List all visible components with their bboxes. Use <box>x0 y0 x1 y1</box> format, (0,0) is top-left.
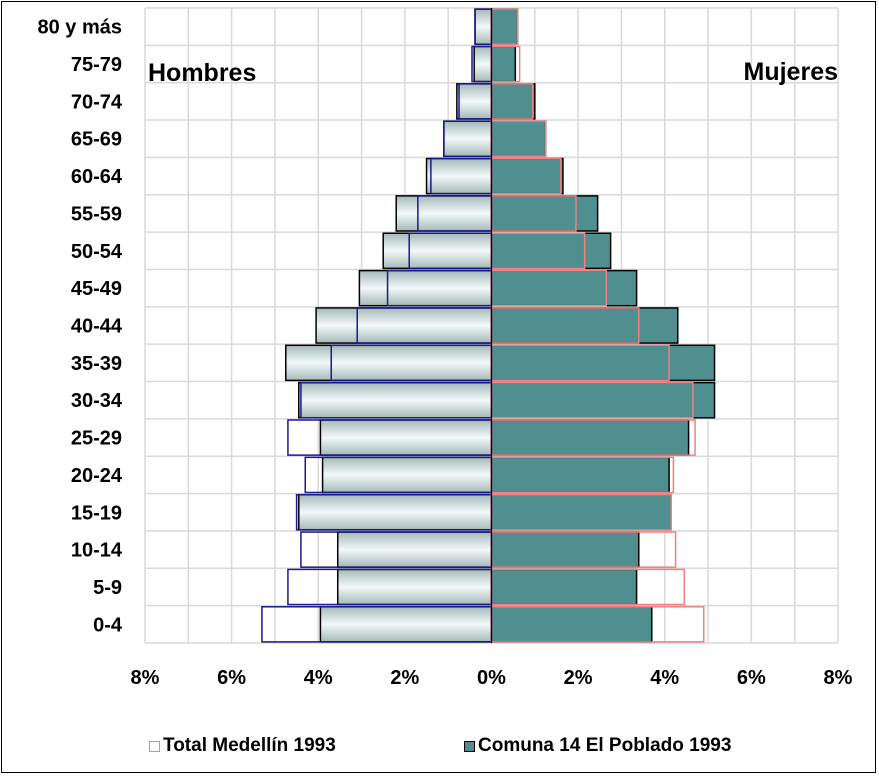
x-tick-label: 2% <box>564 667 593 689</box>
poblado-women-bar <box>490 307 679 344</box>
poblado-women-bar <box>490 120 547 158</box>
poblado-men-bar <box>319 419 493 456</box>
poblado-men-bar <box>473 45 493 83</box>
poblado-men-bar <box>336 568 493 606</box>
hombres-label: Hombres <box>148 59 256 87</box>
poblado-men-bar <box>319 606 493 643</box>
poblado-women-bar <box>490 419 690 456</box>
poblado-men-bar <box>382 232 493 270</box>
poblado-women-bar <box>490 493 672 531</box>
poblado-women-bar <box>490 269 638 307</box>
category-label: 0-4 <box>93 614 123 636</box>
x-tick-label: 4% <box>650 667 679 689</box>
legend-label-poblado: Comuna 14 El Poblado 1993 <box>478 735 732 756</box>
legend-item-medellin: Total Medellín 1993 <box>149 735 336 757</box>
poblado-women-bar <box>490 8 519 45</box>
x-tick-label: 0% <box>477 667 506 689</box>
poblado-men-bar <box>358 269 493 307</box>
poblado-men-bar <box>298 493 493 531</box>
x-tick-label: 4% <box>304 667 333 689</box>
bars <box>261 8 716 643</box>
legend-item-poblado: Comuna 14 El Poblado 1993 <box>464 735 731 757</box>
mujeres-label: Mujeres <box>744 58 838 86</box>
poblado-men-bar <box>456 83 493 120</box>
x-tick-label: 8% <box>131 667 160 689</box>
poblado-women-bar <box>490 195 599 232</box>
poblado-men-bar <box>285 344 493 382</box>
category-label: 65-69 <box>71 129 122 151</box>
x-tick-label: 6% <box>737 667 766 689</box>
category-label: 10-14 <box>71 540 123 562</box>
category-label: 55-59 <box>71 203 122 225</box>
category-label: 50-54 <box>71 241 123 263</box>
poblado-women-bar <box>490 456 670 494</box>
category-label: 5-9 <box>93 577 122 599</box>
poblado-women-bar <box>490 568 638 606</box>
legend-swatch-poblado <box>464 740 475 752</box>
legend-swatch-medellin <box>149 740 160 752</box>
legend: Total Medellín 1993 Comuna 14 El Poblado… <box>0 735 879 759</box>
category-label: 45-49 <box>71 278 122 300</box>
category-label: 60-64 <box>71 166 123 188</box>
poblado-men-bar <box>321 456 493 494</box>
category-label: 35-39 <box>71 353 122 375</box>
poblado-women-bar <box>490 381 716 419</box>
poblado-men-bar <box>395 195 493 232</box>
category-label: 70-74 <box>71 91 123 113</box>
x-tick-labels: 8% 6% 4% 2% 0% 2% 4% 6% 8% <box>131 667 853 689</box>
poblado-women-bar <box>490 606 653 643</box>
poblado-women-bar <box>490 45 517 83</box>
category-labels: 0-4 5-9 10-14 15-19 20-24 25-29 30-34 35-39 40-4… <box>37 17 122 637</box>
poblado-men-bar <box>443 120 493 158</box>
x-tick-label: 2% <box>390 667 419 689</box>
category-label: 80 y más <box>37 17 122 39</box>
poblado-women-bar <box>490 232 612 270</box>
poblado-men-bar <box>315 307 493 344</box>
poblado-men-bar <box>474 8 493 45</box>
poblado-women-bar <box>490 157 564 195</box>
poblado-men-bar <box>336 531 493 568</box>
category-label: 30-34 <box>71 390 123 412</box>
category-label: 15-19 <box>71 502 122 524</box>
category-label: 40-44 <box>71 316 123 338</box>
x-tick-label: 6% <box>217 667 246 689</box>
category-label: 20-24 <box>71 465 123 487</box>
poblado-men-bar <box>425 157 493 195</box>
x-tick-label: 8% <box>824 667 853 689</box>
poblado-women-bar <box>490 344 716 382</box>
category-label: 25-29 <box>71 428 122 450</box>
poblado-women-bar <box>490 531 640 568</box>
legend-label-medellin: Total Medellín 1993 <box>163 735 336 756</box>
poblado-men-bar <box>298 381 493 419</box>
category-label: 75-79 <box>71 54 122 76</box>
poblado-women-bar <box>490 83 536 120</box>
